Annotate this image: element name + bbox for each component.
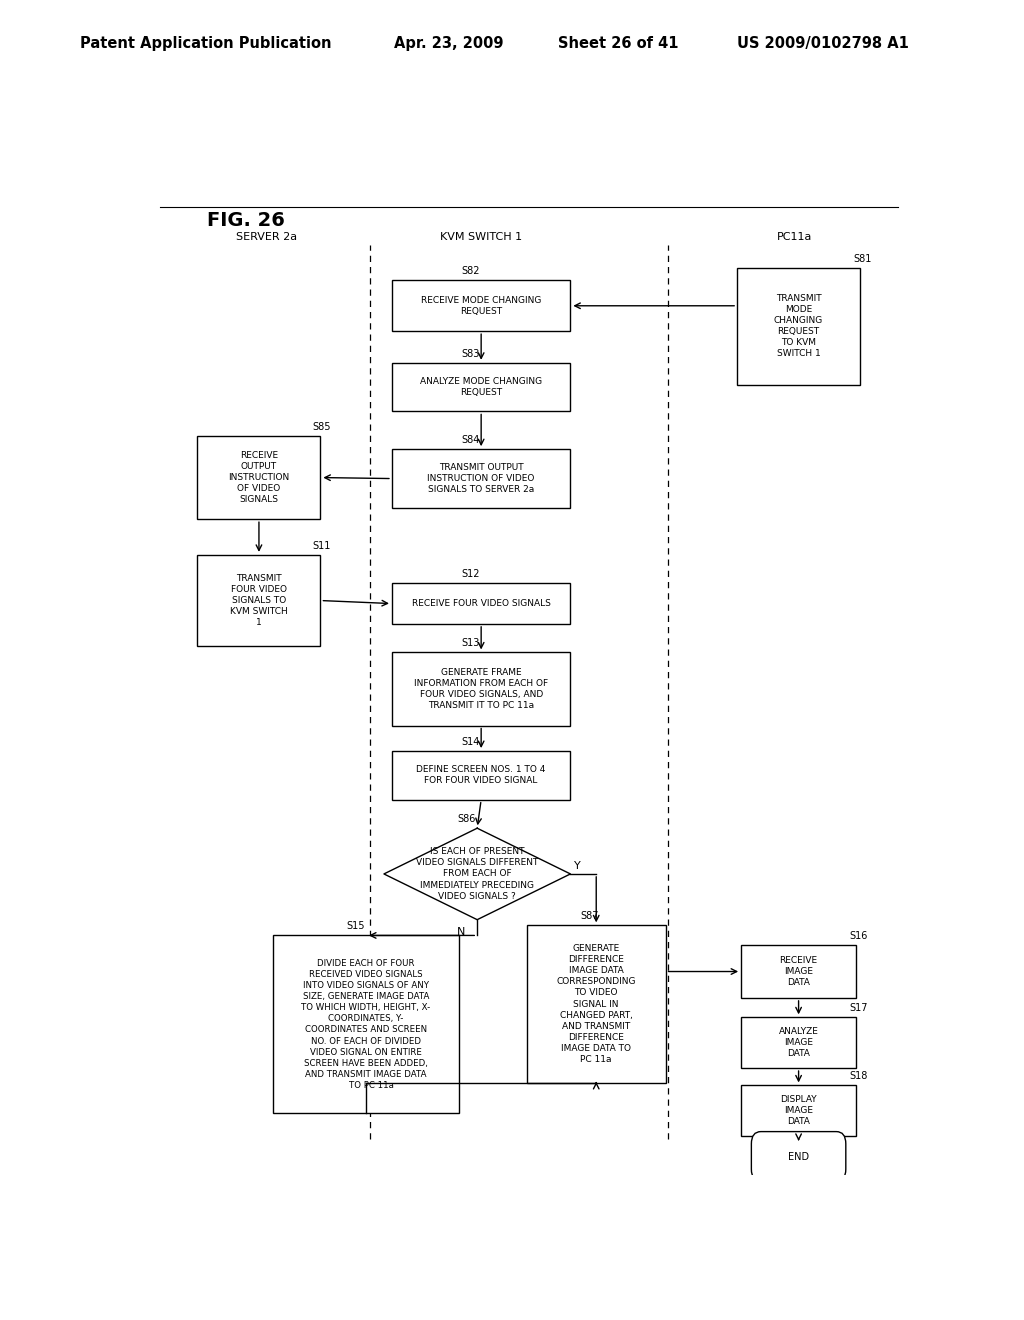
Text: ANALYZE MODE CHANGING
REQUEST: ANALYZE MODE CHANGING REQUEST <box>420 378 543 397</box>
Text: TRANSMIT OUTPUT
INSTRUCTION OF VIDEO
SIGNALS TO SERVER 2a: TRANSMIT OUTPUT INSTRUCTION OF VIDEO SIG… <box>427 463 535 494</box>
FancyBboxPatch shape <box>392 652 570 726</box>
FancyBboxPatch shape <box>526 925 666 1082</box>
FancyBboxPatch shape <box>741 945 856 998</box>
Text: S84: S84 <box>461 436 479 445</box>
FancyBboxPatch shape <box>392 363 570 412</box>
Text: S16: S16 <box>850 931 868 941</box>
FancyBboxPatch shape <box>272 936 460 1113</box>
Text: TRANSMIT
MODE
CHANGING
REQUEST
TO KVM
SWITCH 1: TRANSMIT MODE CHANGING REQUEST TO KVM SW… <box>774 294 823 358</box>
FancyBboxPatch shape <box>752 1131 846 1181</box>
Text: S82: S82 <box>461 267 480 276</box>
Text: S13: S13 <box>461 639 479 648</box>
Text: Sheet 26 of 41: Sheet 26 of 41 <box>558 36 679 50</box>
Text: S14: S14 <box>461 737 479 747</box>
Text: S87: S87 <box>581 911 599 921</box>
Text: GENERATE
DIFFERENCE
IMAGE DATA
CORRESPONDING
TO VIDEO
SIGNAL IN
CHANGED PART,
AN: GENERATE DIFFERENCE IMAGE DATA CORRESPON… <box>556 944 636 1064</box>
Text: TRANSMIT
FOUR VIDEO
SIGNALS TO
KVM SWITCH
1: TRANSMIT FOUR VIDEO SIGNALS TO KVM SWITC… <box>230 574 288 627</box>
Text: S86: S86 <box>458 814 476 824</box>
Text: S81: S81 <box>854 253 872 264</box>
Text: FIG. 26: FIG. 26 <box>207 211 286 231</box>
Text: GENERATE FRAME
INFORMATION FROM EACH OF
FOUR VIDEO SIGNALS, AND
TRANSMIT IT TO P: GENERATE FRAME INFORMATION FROM EACH OF … <box>414 668 548 710</box>
Text: RECEIVE
OUTPUT
INSTRUCTION
OF VIDEO
SIGNALS: RECEIVE OUTPUT INSTRUCTION OF VIDEO SIGN… <box>228 451 290 504</box>
Text: RECEIVE MODE CHANGING
REQUEST: RECEIVE MODE CHANGING REQUEST <box>421 296 542 315</box>
Text: N: N <box>458 927 466 937</box>
Text: S11: S11 <box>312 541 331 550</box>
Text: ANALYZE
IMAGE
DATA: ANALYZE IMAGE DATA <box>778 1027 818 1059</box>
Text: Apr. 23, 2009: Apr. 23, 2009 <box>394 36 504 50</box>
FancyBboxPatch shape <box>392 449 570 508</box>
Text: S85: S85 <box>312 422 331 432</box>
FancyBboxPatch shape <box>392 583 570 624</box>
Text: DEFINE SCREEN NOS. 1 TO 4
FOR FOUR VIDEO SIGNAL: DEFINE SCREEN NOS. 1 TO 4 FOR FOUR VIDEO… <box>417 766 546 785</box>
FancyBboxPatch shape <box>741 1085 856 1137</box>
Text: Y: Y <box>574 861 582 871</box>
Text: S12: S12 <box>461 569 480 579</box>
FancyBboxPatch shape <box>392 751 570 800</box>
Text: US 2009/0102798 A1: US 2009/0102798 A1 <box>737 36 909 50</box>
Text: KVM SWITCH 1: KVM SWITCH 1 <box>440 232 522 242</box>
Text: END: END <box>788 1151 809 1162</box>
Polygon shape <box>384 828 570 920</box>
Text: S15: S15 <box>346 921 365 932</box>
Text: RECEIVE
IMAGE
DATA: RECEIVE IMAGE DATA <box>779 956 817 987</box>
FancyBboxPatch shape <box>741 1018 856 1068</box>
Text: DIVIDE EACH OF FOUR
RECEIVED VIDEO SIGNALS
INTO VIDEO SIGNALS OF ANY
SIZE, GENER: DIVIDE EACH OF FOUR RECEIVED VIDEO SIGNA… <box>301 958 431 1090</box>
Text: S17: S17 <box>850 1003 868 1014</box>
Text: S83: S83 <box>461 348 479 359</box>
FancyBboxPatch shape <box>392 280 570 331</box>
Text: RECEIVE FOUR VIDEO SIGNALS: RECEIVE FOUR VIDEO SIGNALS <box>412 599 551 609</box>
Text: S18: S18 <box>850 1072 868 1081</box>
FancyBboxPatch shape <box>737 268 860 384</box>
Text: SERVER 2a: SERVER 2a <box>237 232 297 242</box>
Text: PC11a: PC11a <box>777 232 812 242</box>
FancyBboxPatch shape <box>198 554 321 647</box>
FancyBboxPatch shape <box>198 436 321 519</box>
Text: Patent Application Publication: Patent Application Publication <box>80 36 332 50</box>
Text: IS EACH OF PRESENT
VIDEO SIGNALS DIFFERENT
FROM EACH OF
IMMEDIATELY PRECEDING
VI: IS EACH OF PRESENT VIDEO SIGNALS DIFFERE… <box>416 847 539 900</box>
Text: DISPLAY
IMAGE
DATA: DISPLAY IMAGE DATA <box>780 1096 817 1126</box>
